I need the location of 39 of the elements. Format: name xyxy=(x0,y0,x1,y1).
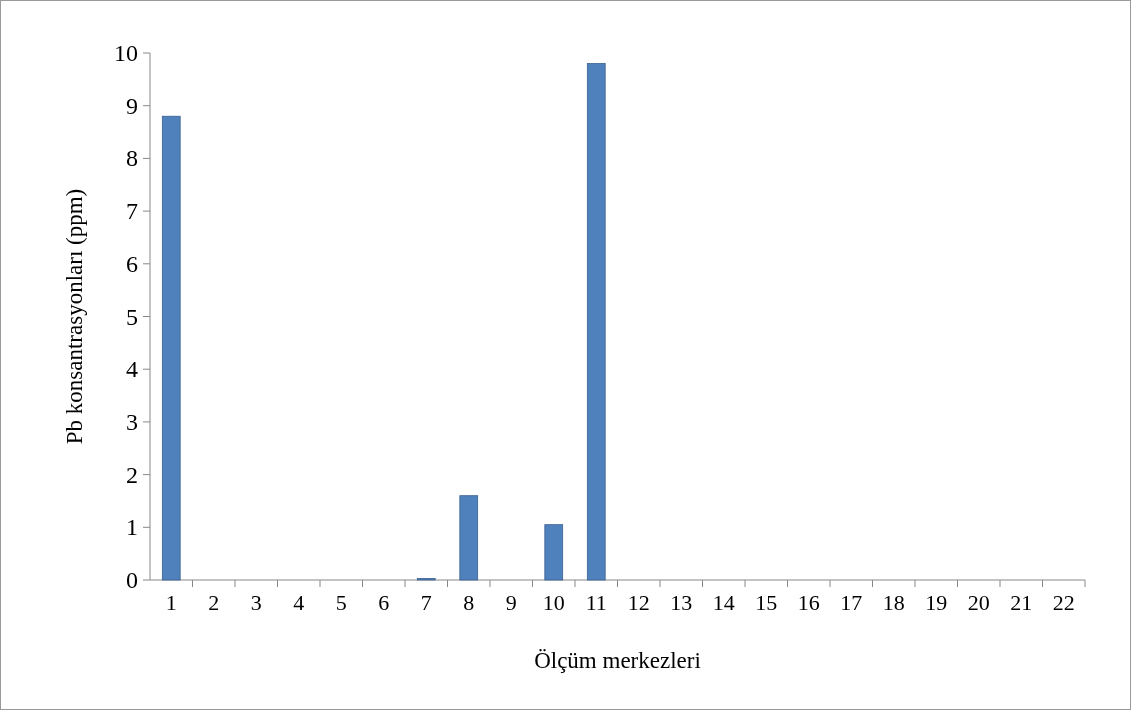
x-tick-label: 13 xyxy=(670,590,693,615)
bar xyxy=(544,524,564,581)
x-tick-label: 16 xyxy=(797,590,820,615)
y-axis-title: Pb konsantrasyonları (ppm) xyxy=(62,188,87,445)
y-tick-label: 3 xyxy=(126,408,138,435)
y-tick-label: 5 xyxy=(126,303,138,330)
x-tick-label: 12 xyxy=(627,590,650,615)
x-tick-label: 22 xyxy=(1052,590,1075,615)
x-tick-label: 10 xyxy=(542,590,565,615)
y-tick-label: 9 xyxy=(126,92,138,119)
bar xyxy=(161,115,181,581)
y-tick-label: 10 xyxy=(114,40,138,66)
x-tick-label: 2 xyxy=(208,590,220,615)
x-tick-label: 14 xyxy=(712,590,735,615)
y-tick-label: 1 xyxy=(126,514,138,541)
y-tick-label: 8 xyxy=(126,145,138,172)
x-tick-label: 21 xyxy=(1010,590,1033,615)
x-tick-label: 19 xyxy=(925,590,948,615)
x-tick-label: 5 xyxy=(335,590,347,615)
x-tick-label: 1 xyxy=(165,590,177,615)
x-tick-label: 18 xyxy=(882,590,905,615)
x-tick-label: 7 xyxy=(420,590,432,615)
x-tick-label: 4 xyxy=(293,590,305,615)
x-tick-label: 6 xyxy=(378,590,390,615)
y-tick-label: 0 xyxy=(126,567,138,593)
x-tick-label: 9 xyxy=(505,590,517,615)
bar xyxy=(586,63,606,581)
x-tick-label: 15 xyxy=(755,590,778,615)
x-tick-label: 20 xyxy=(967,590,990,615)
y-tick-label: 6 xyxy=(126,250,138,277)
x-tick-label: 3 xyxy=(250,590,262,615)
y-tick-label: 2 xyxy=(126,461,138,488)
y-tick-label: 4 xyxy=(126,356,138,383)
x-tick-label: 17 xyxy=(840,590,863,615)
x-tick-label: 11 xyxy=(585,590,607,615)
bar xyxy=(459,495,479,581)
x-axis-title: Ölçüm merkezleri xyxy=(534,648,701,673)
x-tick-label: 8 xyxy=(463,590,475,615)
y-tick-label: 7 xyxy=(126,198,138,225)
